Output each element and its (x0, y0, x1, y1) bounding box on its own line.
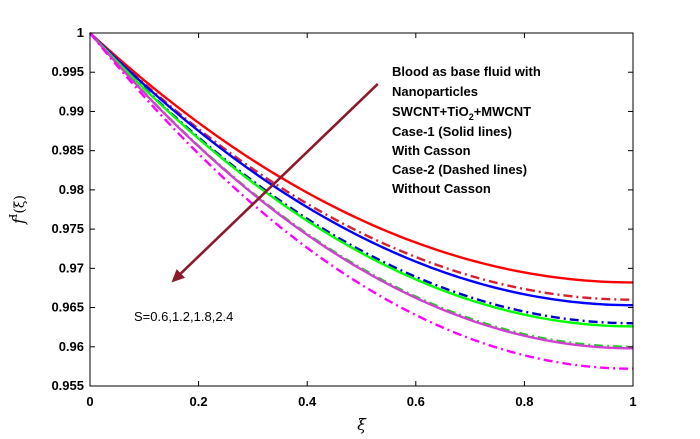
y-axis-label-sup: I (7, 214, 20, 218)
legend-formula-post: +MWCNT (474, 104, 531, 119)
series-line-8 (89, 32, 634, 370)
series-line-1 (89, 32, 634, 284)
legend-line-6: Case-2 (Dashed lines) (392, 162, 527, 177)
series-line-5 (89, 32, 634, 328)
series-line-2 (89, 32, 634, 301)
legend-line-4: Case-1 (Solid lines) (392, 124, 512, 139)
legend-line-7: Without Casson (392, 181, 491, 196)
series-line-7 (89, 32, 634, 350)
y-tick-label: 0.965 (51, 300, 84, 315)
series-layer (89, 32, 634, 370)
legend-line-1: Blood as base fluid with (392, 64, 541, 79)
series-line-3 (89, 32, 634, 307)
x-axis-label: ξ (357, 415, 367, 434)
y-axis-label: fI(ξ) (7, 195, 28, 225)
y-tick-label: 0.98 (59, 182, 84, 197)
x-tick-label: 1 (629, 394, 636, 409)
legend: Blood as base fluid with Nanoparticles S… (392, 64, 541, 196)
legend-line-3: SWCNT+TiO2+MWCNT (392, 104, 531, 122)
y-axis-label-main: f (9, 215, 28, 225)
tick-labels: 0 0.2 0.4 0.6 0.8 1 0.955 0.96 0.965 0.97 0.975 0.9… (51, 25, 636, 409)
plot-frame (89, 32, 634, 387)
arrow-annotation-text: S=0.6,1.2,1.8,2.4 (134, 309, 233, 324)
arrow-shaft (179, 83, 379, 275)
y-axis-label-arg: (ξ) (12, 195, 28, 214)
series-line-4 (89, 32, 634, 325)
y-tick-label: 0.96 (59, 339, 84, 354)
legend-formula-sub: 2 (469, 112, 474, 122)
y-tick-label: 0.99 (59, 103, 84, 118)
y-tick-label: 0.955 (51, 378, 84, 393)
y-tick-label: 0.985 (51, 143, 84, 158)
legend-line-5: With Casson (392, 143, 471, 158)
ticks-layer (89, 32, 634, 387)
y-tick-label: 0.975 (51, 221, 84, 236)
parameter-arrow (171, 83, 379, 283)
arrow-head (171, 269, 185, 283)
y-tick-label: 1 (77, 25, 84, 40)
legend-formula-pre: SWCNT+TiO (392, 104, 469, 119)
y-tick-label: 0.995 (51, 64, 84, 79)
x-tick-label: 0.4 (298, 394, 317, 409)
x-tick-label: 0 (86, 394, 93, 409)
x-tick-label: 0.2 (190, 394, 208, 409)
y-tick-label: 0.97 (59, 260, 84, 275)
x-tick-label: 0.8 (515, 394, 533, 409)
series-line-6 (89, 32, 634, 348)
x-tick-label: 0.6 (407, 394, 425, 409)
legend-line-2: Nanoparticles (392, 84, 478, 99)
